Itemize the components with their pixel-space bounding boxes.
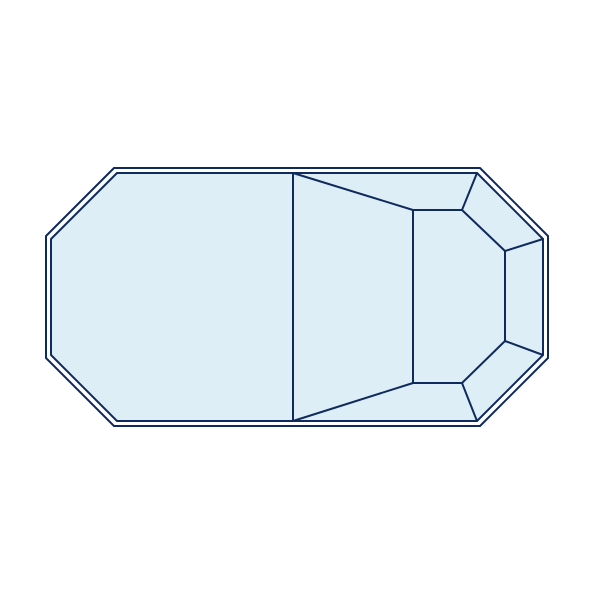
pool-outer-coping <box>45 167 549 427</box>
pool-water-surface <box>50 172 544 422</box>
transition-slope-outline <box>292 172 414 422</box>
shallow-end-platform-outline <box>412 209 506 384</box>
step-connector-lower-right <box>504 340 544 356</box>
step-connector-upper-right <box>504 238 544 252</box>
step-connector-top <box>461 172 478 211</box>
step-connector-bottom <box>461 382 478 422</box>
